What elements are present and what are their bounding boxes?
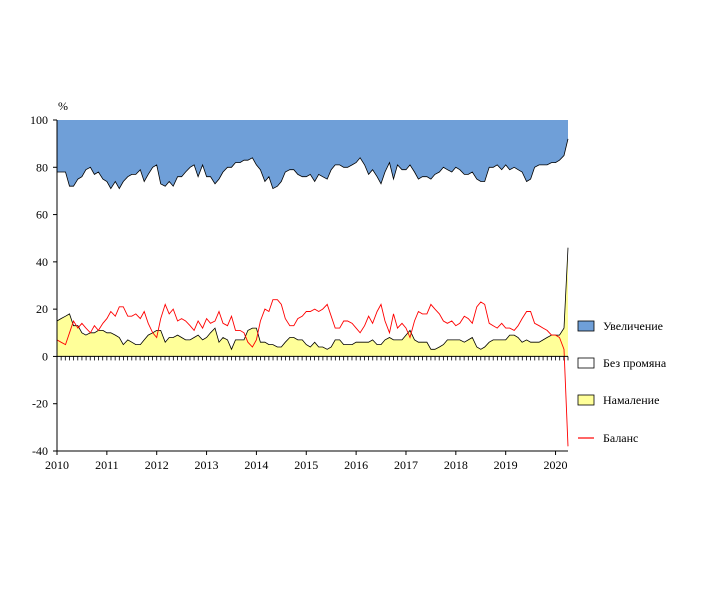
balance-line	[56, 299, 569, 447]
x-tick-label: 2018	[444, 458, 468, 472]
y-tick-label: 0	[42, 349, 48, 363]
y-tick-label: 40	[36, 255, 48, 269]
y-tick-label: -40	[32, 444, 48, 458]
x-tick-label: 2013	[195, 458, 219, 472]
x-tick-label: 2011	[95, 458, 119, 472]
x-tick-label: 2010	[45, 458, 69, 472]
y-tick-label: 100	[30, 113, 48, 127]
y-tick-label: -20	[32, 397, 48, 411]
decrease-boundary-line	[56, 247, 569, 351]
legend-label-balance: Баланс	[603, 431, 638, 445]
x-tick-label: 2019	[494, 458, 518, 472]
legend-label-decrease: Намаление	[603, 393, 659, 407]
y-unit-label: %	[58, 99, 68, 113]
y-tick-label: 20	[36, 302, 48, 316]
legend-swatch-increase	[577, 320, 595, 332]
increase-area	[57, 120, 568, 189]
decrease-area	[57, 247, 568, 357]
x-tick-label: 2020	[544, 458, 568, 472]
legend: Увеличение Без промяна Намаление Баланс	[577, 319, 667, 445]
legend-label-no-change: Без промяна	[603, 356, 667, 370]
x-tick-label: 2015	[294, 458, 318, 472]
x-tick-label: 2016	[344, 458, 368, 472]
legend-swatch-no-change	[577, 357, 595, 369]
y-tick-label: 60	[36, 208, 48, 222]
x-tick-label: 2012	[145, 458, 169, 472]
legend-label-increase: Увеличение	[603, 319, 663, 333]
legend-swatch-decrease	[577, 394, 595, 406]
x-tick-label: 2017	[394, 458, 418, 472]
increase-boundary-line	[57, 138, 569, 190]
y-tick-label: 80	[36, 160, 48, 174]
x-axis: 2010 2011 2012 2013 2014 2015 2016 2017 2018 2019…	[45, 355, 569, 472]
x-tick-label: 2014	[244, 458, 268, 472]
no-change-area	[57, 138, 568, 350]
y-axis: 100 80 60 40 20 0 -20 -40	[30, 113, 58, 458]
plot-area	[56, 120, 569, 447]
